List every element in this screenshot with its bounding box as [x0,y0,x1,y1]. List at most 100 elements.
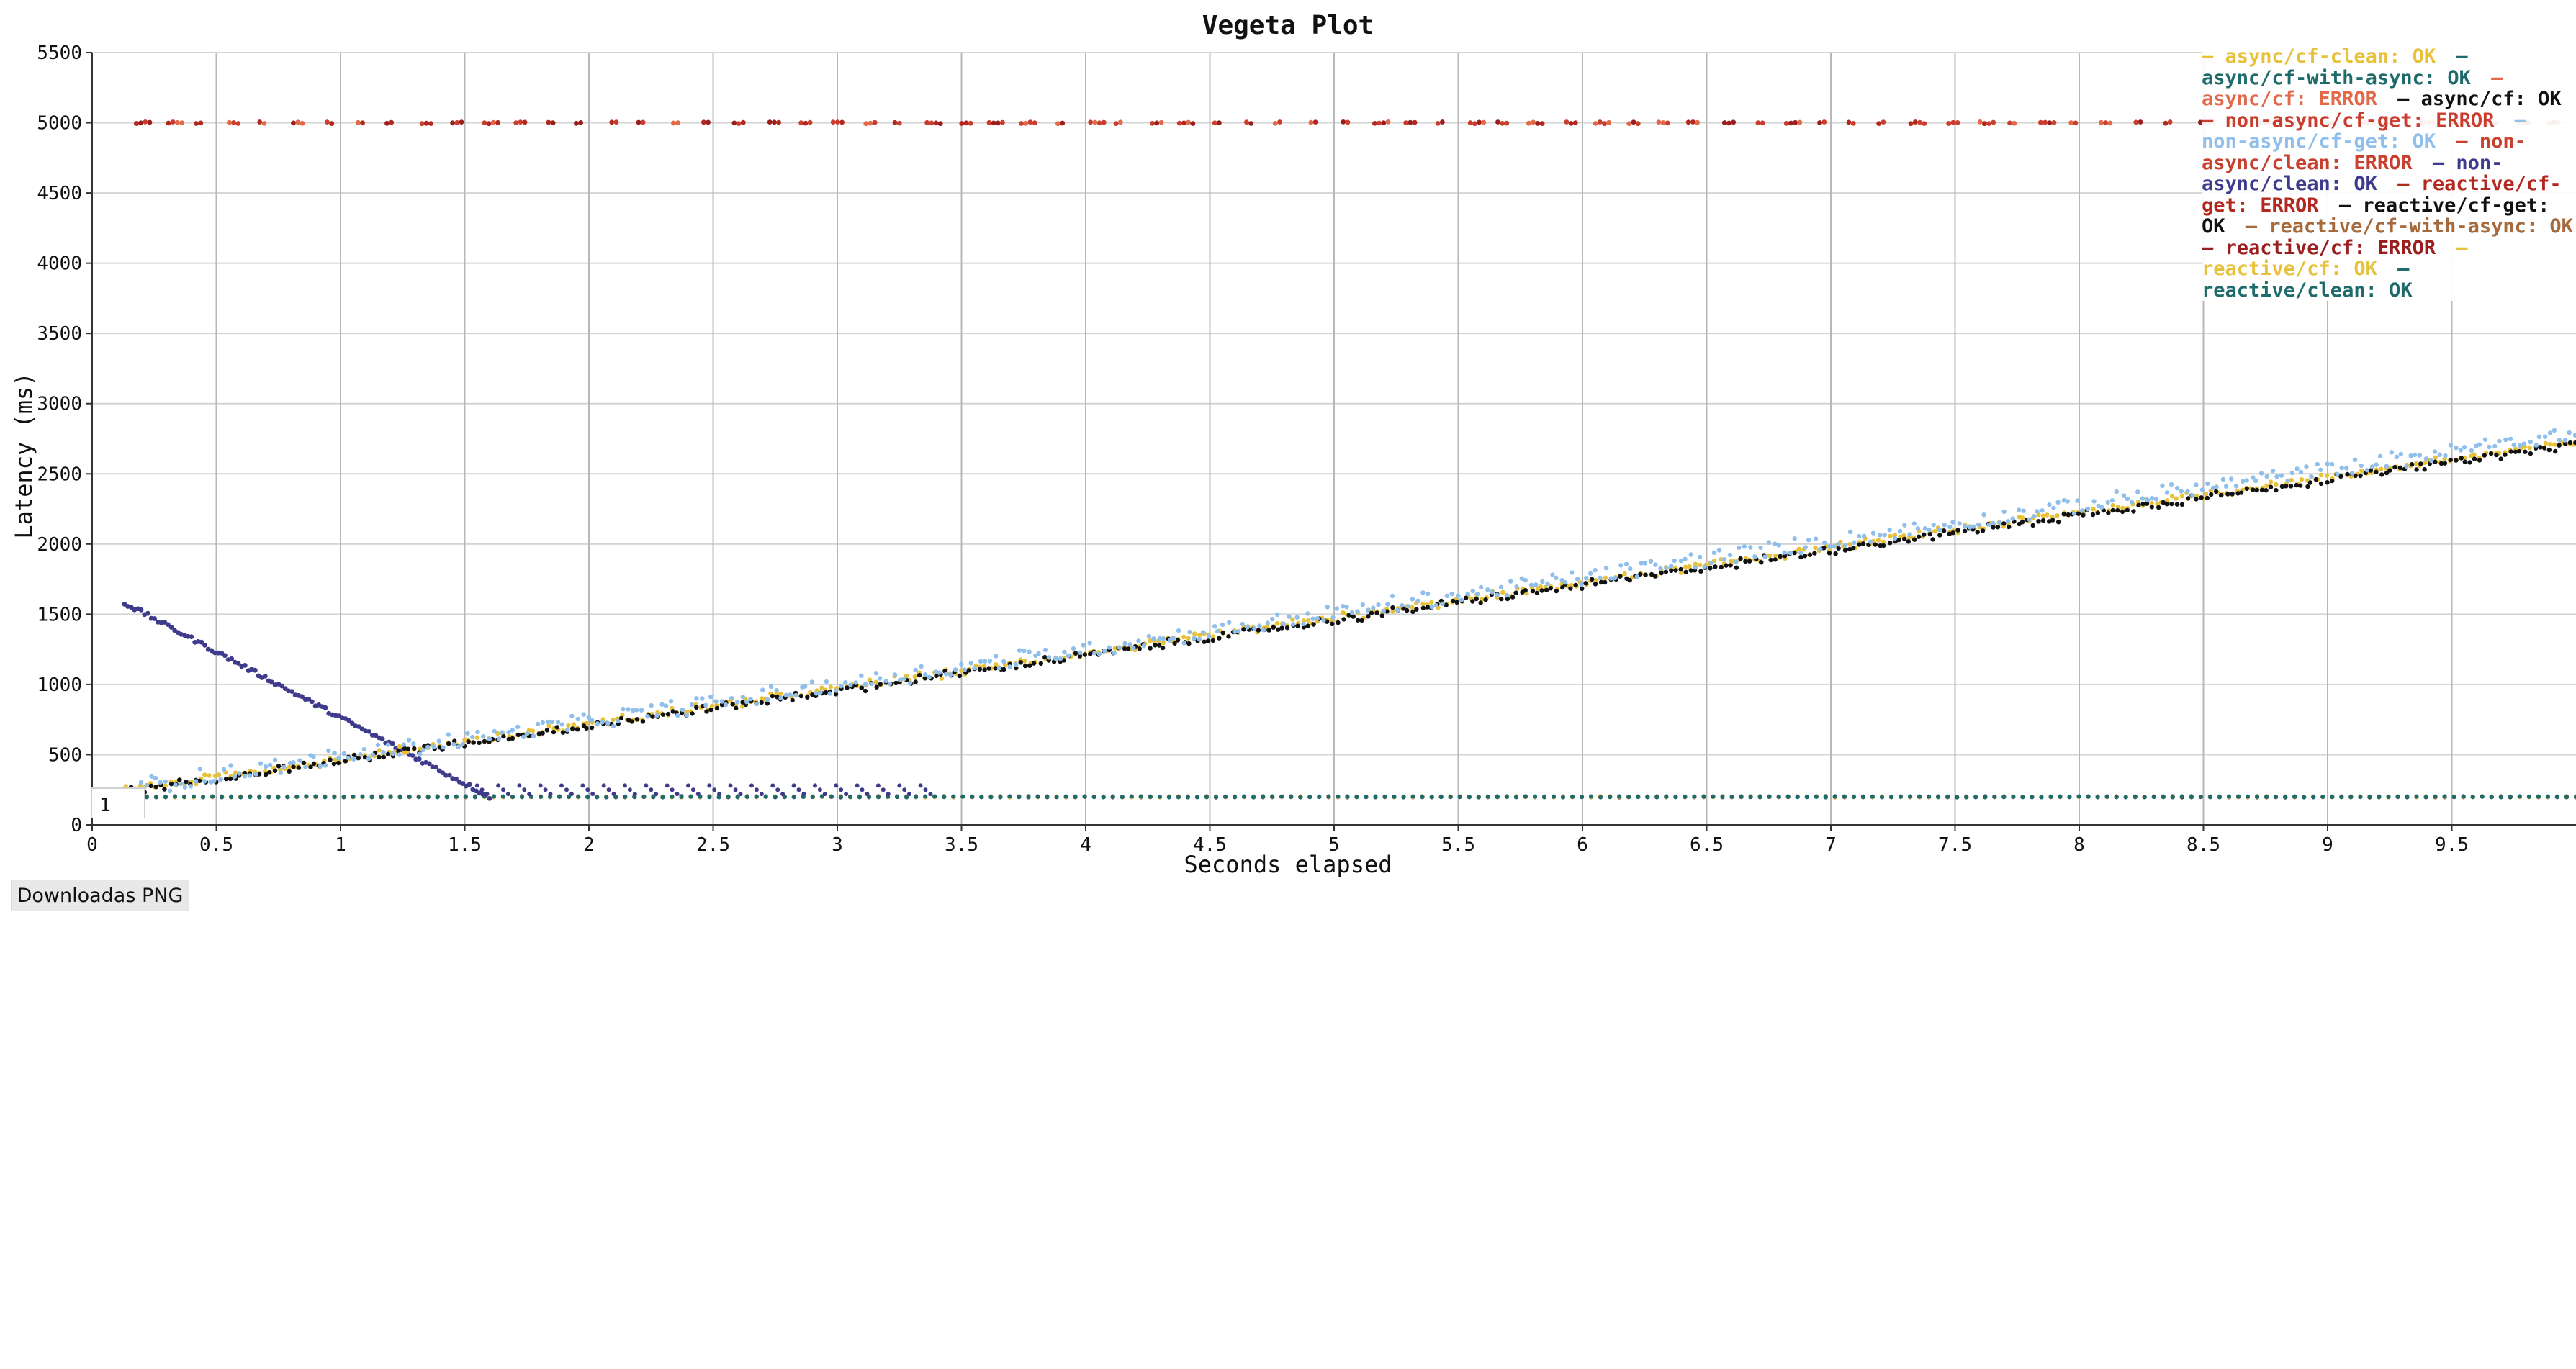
data-point [1588,571,1593,576]
data-point [1803,545,1808,550]
data-point [1242,794,1247,799]
data-point [1729,795,1734,800]
data-point [328,757,333,762]
data-point [2344,466,2349,471]
data-point [2283,795,2288,800]
data-point [1645,794,1650,799]
data-point [1063,794,1068,799]
data-point [2377,453,2383,459]
data-point [1622,571,1627,577]
zoom-level-indicator[interactable]: 1 [91,787,145,818]
data-point [765,701,770,706]
legend-item[interactable]: — reactive/cf: ERROR [2202,236,2448,259]
data-point [2517,443,2523,448]
data-point [149,774,154,779]
data-point [2330,795,2335,800]
data-point [1742,544,1747,549]
data-point [411,741,416,746]
legend-item[interactable]: — async/cf-with-async: OK [2202,45,2483,89]
data-point [776,119,781,125]
legend-item[interactable]: — non-async/clean: OK [2202,151,2503,195]
data-point [1190,121,1196,127]
data-point [1272,121,1278,126]
data-point [188,784,193,789]
data-point [134,121,139,126]
data-point [2125,507,2130,513]
data-point [586,715,591,720]
data-point [218,777,223,782]
legend-item[interactable]: — async/cf-clean: OK [2202,45,2448,68]
data-point [2199,495,2204,500]
data-point [272,757,278,762]
legend-item[interactable]: — async/cf: OK [2397,88,2562,110]
data-point [1291,622,1296,627]
download-png-button[interactable]: Downloadas PNG [11,880,189,911]
data-point [2179,494,2185,499]
data-point [2048,794,2053,799]
data-point [1593,582,1598,587]
data-point [1244,119,1249,125]
data-point [1007,794,1012,799]
legend-item[interactable]: — reactive/cf: OK [2202,236,2468,280]
data-point [1656,119,1662,125]
data-point [162,787,167,792]
data-point [147,119,153,125]
legend-item[interactable]: — reactive/cf-get: OK [2202,194,2550,238]
legend-item[interactable]: — non-async/cf-get: ERROR [2202,109,2506,132]
legend-item[interactable]: — async/cf: ERROR [2202,66,2503,110]
data-point [296,765,302,770]
data-point [2140,501,2145,507]
data-point [329,121,335,127]
data-point [2563,438,2568,443]
data-point [2448,443,2454,448]
data-point [1842,794,1847,799]
data-point [1927,794,1932,799]
data-point [2199,487,2205,492]
data-point [987,659,993,664]
y-tick-label: 1000 [37,674,82,696]
data-point [688,794,693,799]
legend-item[interactable]: — non-async/clean: ERROR [2202,130,2526,174]
data-point [2086,794,2091,799]
data-point [1217,636,1222,641]
data-point [1330,621,1335,626]
data-point [311,761,317,767]
data-point [1937,533,1942,538]
data-point [887,681,893,687]
data-point [1136,638,1141,643]
data-point [2552,428,2557,433]
data-point [261,121,267,126]
data-point [1227,620,1232,625]
data-point [2205,481,2210,486]
data-point [824,690,829,695]
legend-item[interactable]: — reactive/clean: OK [2202,258,2413,302]
data-point [1550,572,1555,577]
data-point [1192,636,1197,641]
data-point [1000,119,1005,125]
data-point [650,714,655,719]
data-point [2129,500,2135,505]
data-point [2443,453,2448,458]
data-point [1364,795,1369,800]
data-point [2066,512,2071,518]
data-point [571,722,576,727]
x-tick-label: 8.5 [2187,834,2220,856]
data-point [1636,795,1641,800]
legend-item[interactable]: — reactive/cf-with-async: OK [2245,215,2573,238]
data-point [2203,492,2209,497]
legend-item[interactable]: — reactive/cf-get: ERROR [2202,173,2562,217]
data-point [1908,794,1913,799]
y-tick-label: 2500 [37,464,82,485]
data-point [914,794,919,799]
data-point [308,764,313,769]
legend-item[interactable]: — non-async/cf-get: OK [2202,109,2526,153]
data-point [450,120,455,126]
data-point [1812,551,1817,556]
data-point [685,709,690,715]
data-point [770,693,775,699]
data-point [2114,795,2119,800]
data-point [1017,795,1022,800]
data-point [148,783,153,789]
data-point [807,119,813,125]
